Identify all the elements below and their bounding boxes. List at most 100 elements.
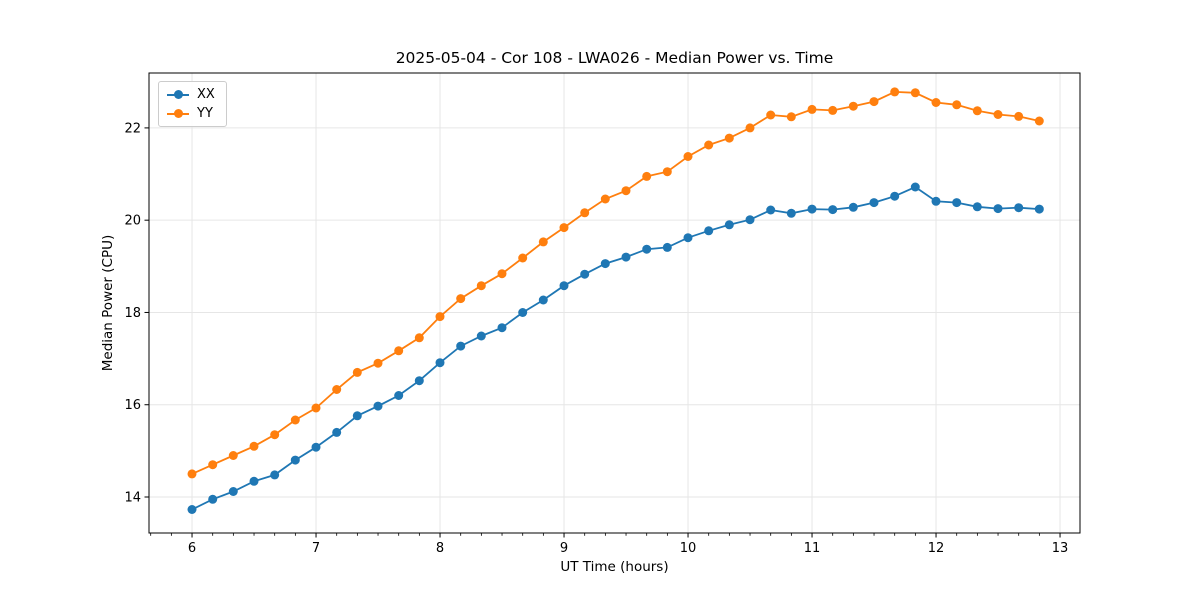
data-point-yy — [311, 403, 321, 413]
y-axis-label: Median Power (CPU) — [100, 234, 116, 372]
data-point-yy — [228, 451, 238, 460]
data-point-xx — [228, 487, 238, 496]
data-point-xx — [869, 198, 879, 208]
data-point-xx — [993, 204, 1003, 214]
data-point-xx — [373, 401, 383, 411]
data-point-yy — [724, 133, 734, 143]
data-point-yy — [352, 367, 362, 377]
plot-frame — [148, 72, 1081, 534]
data-point-yy — [249, 441, 259, 451]
data-point-xx — [249, 476, 259, 486]
data-point-yy — [456, 294, 466, 304]
y-tick-label: 22 — [124, 121, 141, 136]
data-point-yy — [208, 460, 218, 470]
data-point-yy — [704, 140, 714, 150]
x-tick-label: 11 — [804, 541, 821, 556]
data-point-yy — [187, 469, 197, 479]
data-point-yy — [642, 171, 652, 181]
data-point-xx — [807, 204, 817, 214]
legend-line-marker-icon — [167, 88, 189, 101]
x-tick-label: 9 — [560, 541, 568, 556]
data-point-yy — [600, 194, 610, 204]
data-point-yy — [497, 269, 507, 279]
data-point-xx — [476, 331, 486, 341]
data-point-yy — [518, 253, 528, 263]
data-point-xx — [497, 323, 507, 333]
data-point-yy — [807, 104, 817, 114]
data-point-yy — [270, 430, 280, 440]
data-point-yy — [1014, 111, 1024, 121]
data-point-xx — [414, 376, 424, 386]
data-point-xx — [952, 198, 962, 208]
data-point-xx — [580, 269, 590, 279]
data-point-xx — [311, 442, 321, 452]
data-point-yy — [952, 100, 962, 110]
data-point-xx — [786, 208, 796, 218]
data-point-xx — [208, 494, 218, 504]
data-point-xx — [724, 220, 734, 230]
data-point-xx — [972, 202, 982, 212]
data-point-xx — [456, 341, 466, 351]
data-point-xx — [435, 358, 445, 368]
chart-title: 2025-05-04 - Cor 108 - LWA026 - Median P… — [395, 49, 834, 67]
data-point-xx — [745, 215, 755, 225]
data-point-xx — [704, 226, 714, 236]
data-point-yy — [394, 346, 404, 356]
data-point-xx — [538, 295, 548, 305]
x-tick-label: 10 — [680, 541, 697, 556]
data-point-xx — [642, 244, 652, 254]
data-point-yy — [972, 106, 982, 116]
data-point-yy — [332, 385, 342, 394]
legend-entry-xx: XX — [167, 87, 215, 102]
data-point-xx — [848, 202, 858, 212]
series-line-yy — [191, 90, 1040, 475]
data-point-xx — [290, 455, 300, 465]
data-point-xx — [270, 470, 280, 480]
data-point-xx — [394, 391, 404, 400]
data-point-xx — [518, 308, 528, 317]
data-point-yy — [745, 123, 755, 133]
data-point-xx — [683, 233, 693, 243]
legend: XX YY — [158, 81, 227, 127]
data-point-xx — [766, 205, 776, 215]
data-point-xx — [332, 427, 342, 437]
series-line-xx — [191, 185, 1040, 511]
data-point-yy — [559, 223, 569, 233]
data-point-yy — [290, 415, 300, 425]
legend-label: XX — [197, 87, 215, 102]
data-point-xx — [890, 191, 900, 201]
data-point-yy — [435, 312, 445, 322]
data-point-xx — [1034, 204, 1044, 214]
data-point-xx — [828, 205, 838, 215]
data-point-yy — [1034, 116, 1044, 126]
legend-label: YY — [197, 106, 213, 121]
data-point-yy — [766, 110, 776, 120]
data-point-xx — [1014, 203, 1024, 213]
data-point-yy — [993, 110, 1003, 119]
data-point-yy — [683, 152, 693, 161]
y-tick-label: 16 — [124, 398, 141, 413]
data-point-yy — [931, 98, 941, 107]
data-point-xx — [352, 411, 362, 421]
data-point-yy — [414, 333, 424, 343]
data-point-yy — [621, 186, 631, 196]
data-point-xx — [621, 252, 631, 262]
legend-entry-yy: YY — [167, 106, 215, 121]
data-point-xx — [931, 196, 941, 206]
x-tick-label: 8 — [436, 541, 444, 556]
data-point-yy — [580, 208, 590, 218]
y-tick-label: 14 — [124, 491, 141, 506]
x-axis-label: UT Time (hours) — [560, 559, 669, 575]
data-point-yy — [538, 237, 548, 247]
data-point-yy — [828, 105, 838, 115]
data-point-xx — [600, 259, 610, 269]
data-point-xx — [559, 281, 569, 291]
data-point-yy — [910, 88, 920, 98]
y-tick-label: 20 — [124, 214, 141, 229]
data-point-yy — [890, 87, 900, 97]
data-point-yy — [662, 167, 672, 177]
x-tick-label: 12 — [928, 541, 945, 556]
y-tick-label: 18 — [124, 306, 141, 321]
